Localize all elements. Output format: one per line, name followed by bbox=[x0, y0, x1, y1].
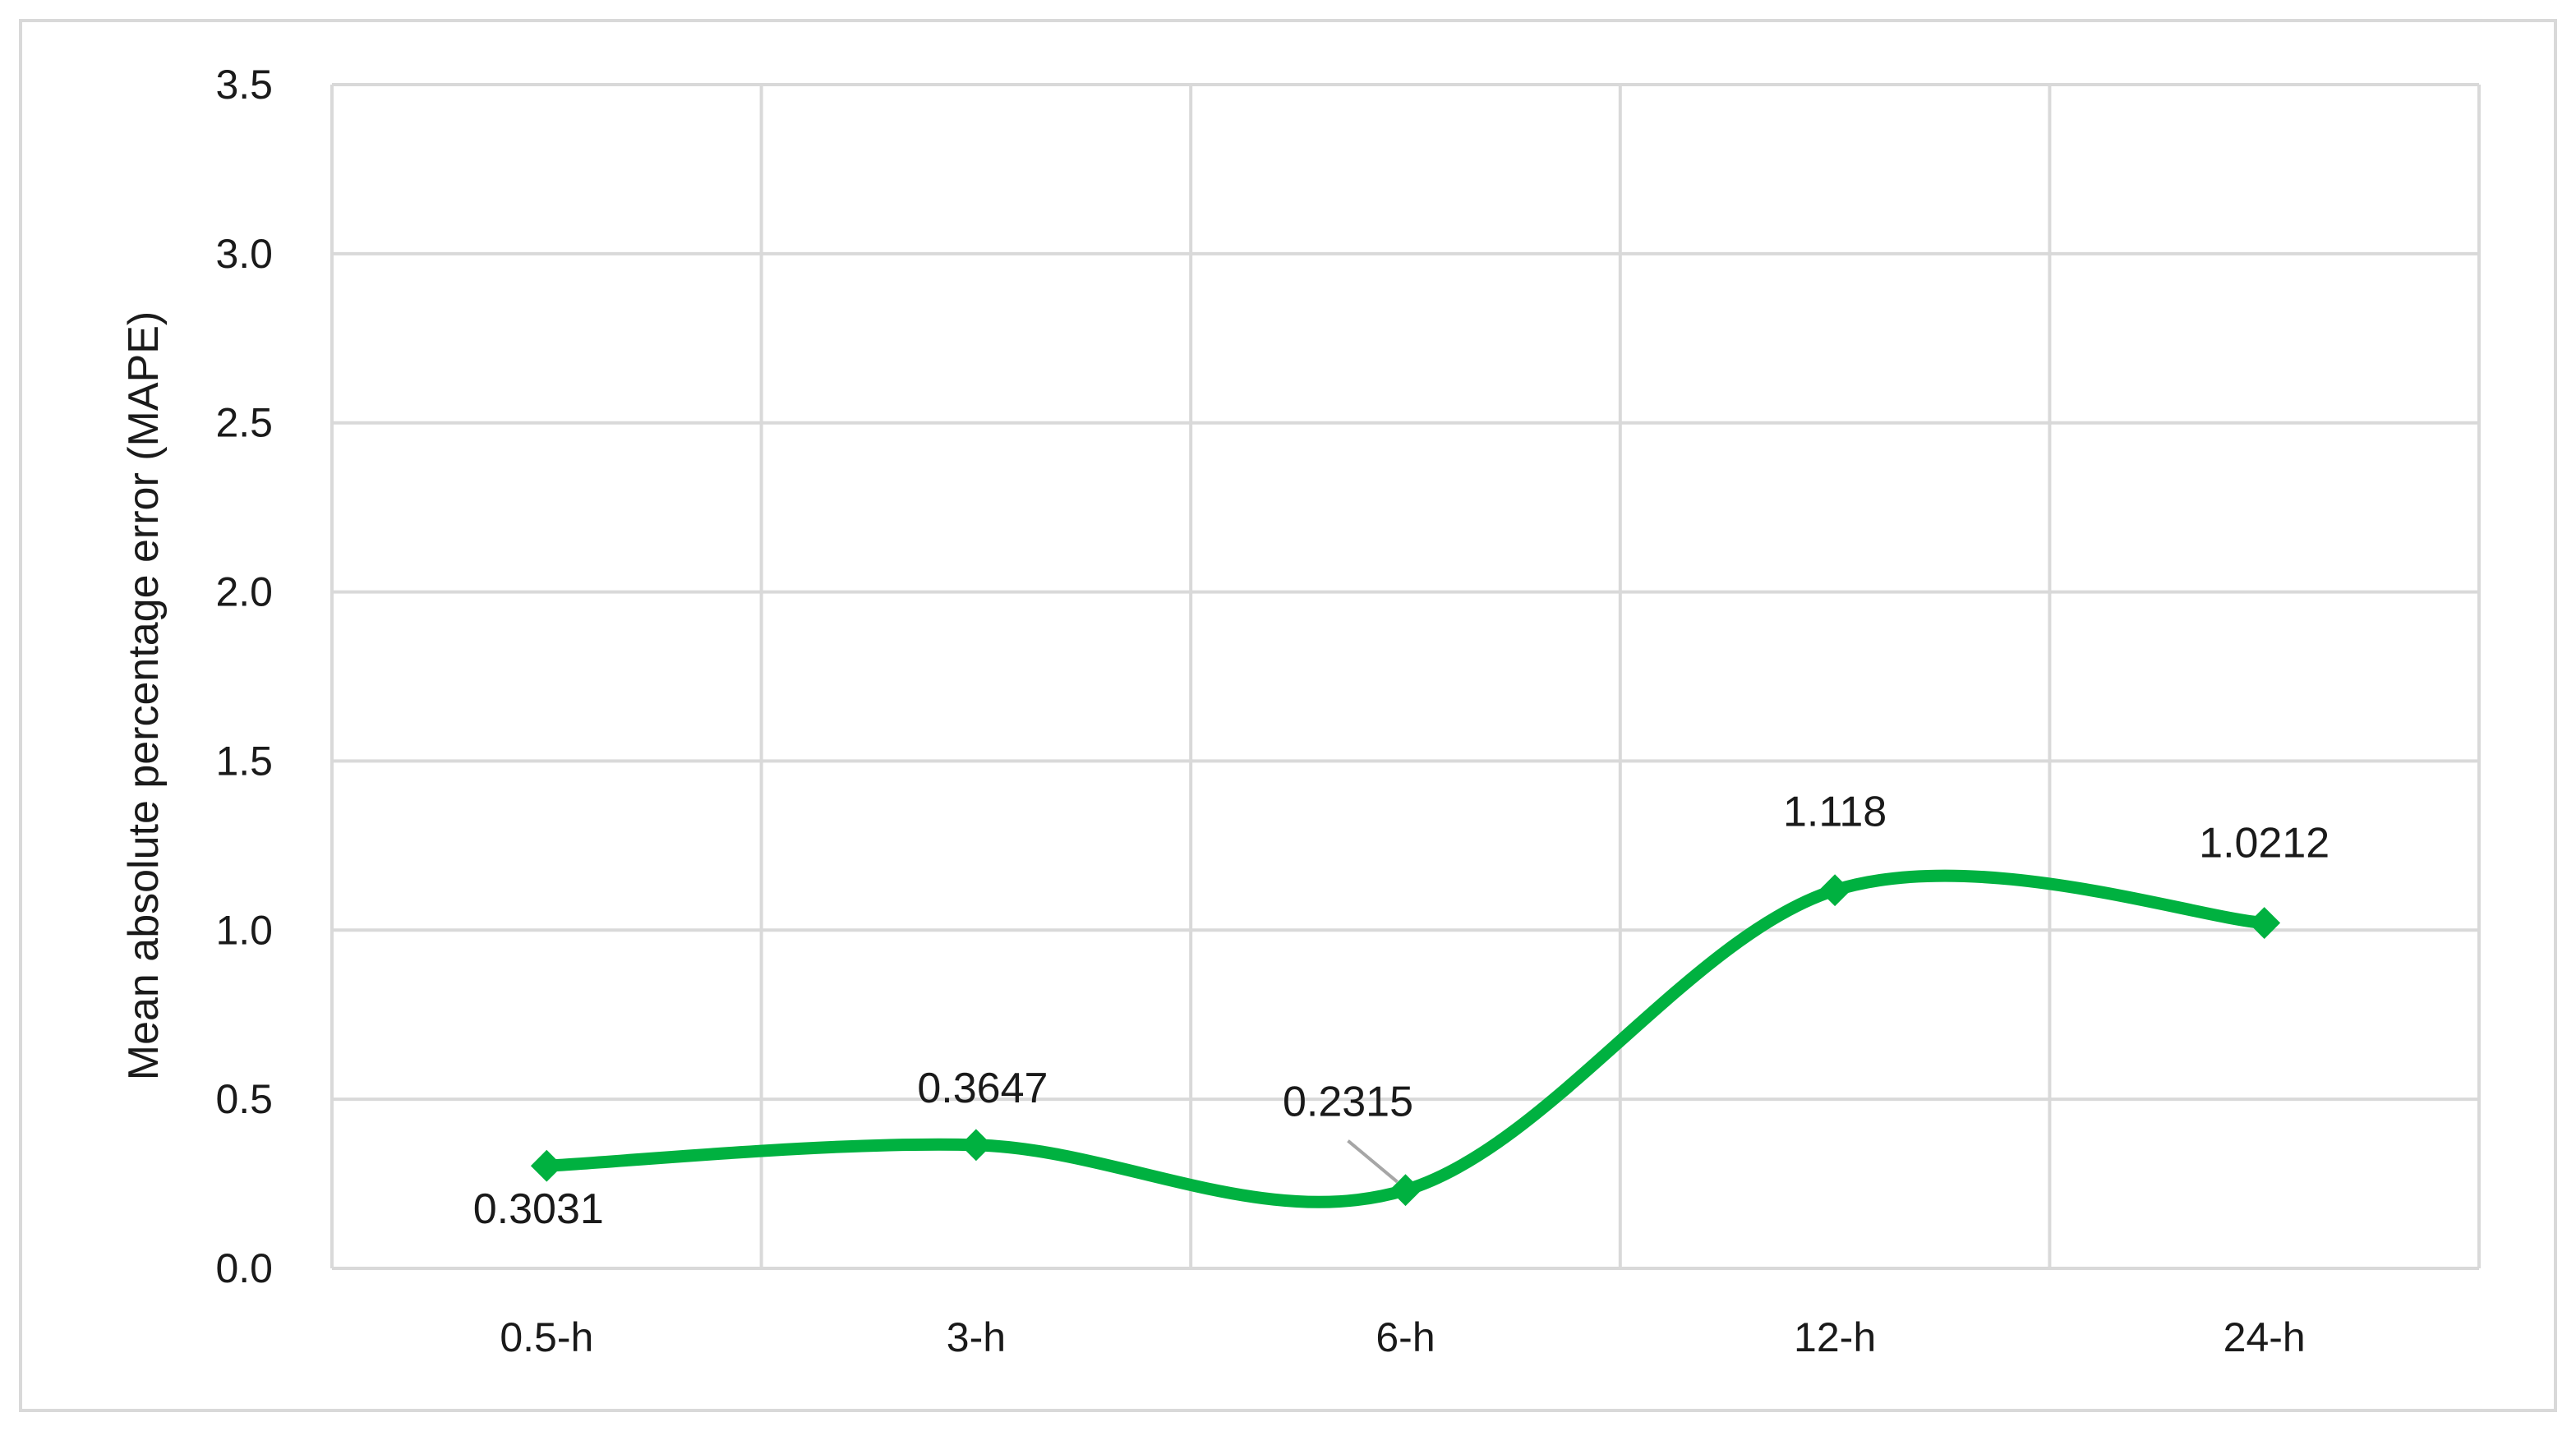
y-tick-label: 1.5 bbox=[215, 738, 273, 784]
data-label: 1.118 bbox=[1783, 789, 1887, 836]
series-mape bbox=[530, 869, 2281, 1208]
data-point-marker bbox=[960, 1129, 993, 1162]
y-tick-label: 0.0 bbox=[215, 1245, 273, 1291]
series-line bbox=[540, 869, 2271, 1208]
x-tick-label: 6-h bbox=[1376, 1314, 1435, 1360]
x-tick-label: 24-h bbox=[2223, 1314, 2306, 1360]
x-tick-label: 3-h bbox=[947, 1314, 1006, 1360]
y-tick-label: 0.5 bbox=[215, 1076, 273, 1122]
data-label: 0.2315 bbox=[1283, 1079, 1413, 1126]
x-tick-label: 0.5-h bbox=[500, 1314, 593, 1360]
data-label: 1.0212 bbox=[2199, 820, 2329, 867]
x-axis: 0.5-h 3-h 6-h 12-h 24-h bbox=[500, 1314, 2305, 1360]
data-point-marker bbox=[1818, 874, 1851, 907]
y-tick-label: 2.5 bbox=[215, 400, 273, 446]
data-point-marker bbox=[530, 1149, 563, 1182]
y-axis-title: Mean absolute percentage error (MAPE) bbox=[120, 311, 168, 1080]
data-label: 0.3647 bbox=[917, 1065, 1048, 1112]
data-point-marker bbox=[1389, 1174, 1422, 1207]
data-label-leader bbox=[1347, 1139, 1399, 1184]
y-tick-label: 3.0 bbox=[215, 231, 273, 277]
y-axis: 0.0 0.5 1.0 1.5 2.0 2.5 3.0 3.5 bbox=[215, 62, 273, 1291]
data-labels: 0.3031 0.3647 0.2315 1.118 1.0212 bbox=[473, 789, 2329, 1234]
data-point-marker bbox=[2248, 907, 2281, 939]
y-tick-label: 3.5 bbox=[215, 62, 273, 108]
y-tick-label: 1.0 bbox=[215, 907, 273, 953]
x-tick-label: 12-h bbox=[1794, 1314, 1876, 1360]
data-label: 0.3031 bbox=[473, 1185, 604, 1233]
y-tick-label: 2.0 bbox=[215, 569, 273, 615]
gridlines bbox=[330, 83, 2481, 1270]
